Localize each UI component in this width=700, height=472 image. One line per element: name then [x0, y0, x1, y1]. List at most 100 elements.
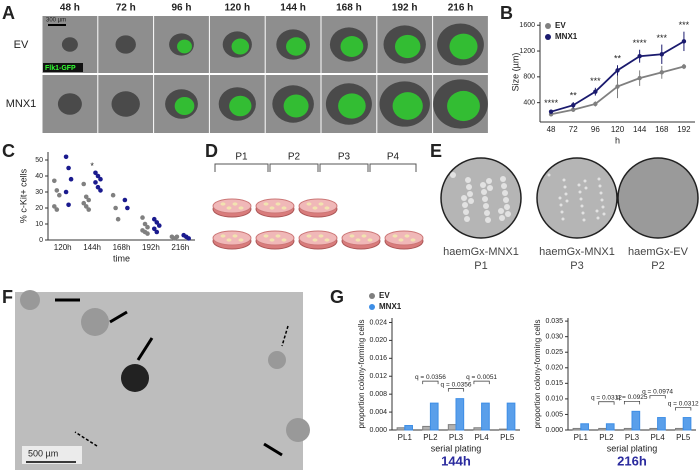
y-tick-label: 800: [523, 74, 535, 81]
colony-spot: [595, 209, 599, 213]
colony-spot: [487, 185, 493, 191]
annotation: q = 0.0051: [466, 374, 497, 381]
colony-spot: [563, 185, 567, 189]
x-tick-label: 144h: [83, 243, 101, 252]
gfp-signal: [338, 93, 366, 119]
colony-spot: [565, 199, 569, 203]
point: [142, 221, 148, 227]
x-tick-label: 168h: [113, 243, 131, 252]
legend-marker: [545, 34, 551, 40]
plate-label: P1: [474, 260, 487, 272]
colony: [220, 234, 226, 238]
chart-subtitle: 144h: [441, 453, 471, 468]
annotation: ***: [657, 33, 668, 43]
bar: [580, 423, 589, 431]
colony: [268, 351, 286, 369]
point: [154, 229, 160, 235]
colony-spot: [500, 176, 506, 182]
chart-subtitle: 216h: [617, 453, 647, 468]
bar: [506, 402, 516, 431]
colony: [367, 238, 373, 242]
passage-label: P1: [235, 152, 248, 163]
point: [637, 53, 642, 59]
point: [81, 181, 87, 187]
plate-label: haemGx-MNX1: [539, 246, 615, 258]
point: [637, 75, 642, 81]
point: [125, 205, 130, 211]
colony-spot: [596, 216, 600, 220]
x-tick-label: PL4: [650, 433, 665, 442]
arrow: [281, 325, 289, 347]
point: [659, 70, 664, 75]
colony-spot: [484, 210, 490, 216]
point: [156, 223, 162, 228]
colony: [269, 206, 275, 210]
point: [140, 215, 145, 220]
y-tick-label: 0.012: [369, 373, 387, 380]
point: [52, 178, 57, 184]
legend-label: MNX1: [555, 32, 578, 41]
gfp-signal: [229, 95, 252, 117]
bar: [657, 417, 666, 431]
legend-marker: [545, 23, 551, 29]
annotation: *: [90, 161, 94, 171]
scale-bar-label: 500 µm: [28, 448, 58, 458]
colony-spot: [498, 208, 504, 214]
x-tick-label: 96: [591, 125, 600, 134]
plate-label: haemGx-EV: [628, 246, 689, 258]
colony-spot: [450, 172, 456, 178]
colony-spot: [485, 217, 491, 223]
colony: [404, 234, 410, 238]
organoid: [61, 37, 78, 52]
annotation: ***: [679, 20, 690, 30]
x-tick-label: 48: [547, 125, 556, 134]
point: [93, 170, 98, 176]
bar: [429, 402, 439, 431]
point: [681, 39, 687, 44]
y-tick-label: 0.015: [545, 380, 563, 387]
bar: [598, 427, 607, 431]
point: [57, 192, 62, 198]
legend-marker: [369, 304, 375, 310]
bar: [682, 417, 692, 431]
dish-top: [384, 230, 424, 246]
column-header: 168 h: [336, 3, 362, 14]
colony: [20, 290, 40, 310]
x-tick-label: 144: [633, 125, 647, 134]
panel-letter: D: [205, 141, 218, 161]
column-header: 48 h: [60, 3, 80, 14]
x-tick-label: PL5: [676, 433, 691, 442]
row-label: MNX1: [6, 98, 37, 110]
colony-spot: [486, 178, 492, 184]
annotation: q = 0.0974: [642, 388, 673, 395]
colony-spot: [482, 196, 488, 202]
point: [115, 216, 121, 222]
bracket: [675, 407, 692, 411]
panel-letter: C: [2, 141, 15, 161]
colony-spot: [578, 190, 582, 194]
colony: [306, 234, 312, 238]
dish-top: [298, 230, 338, 246]
stain-label-bg: [43, 63, 83, 72]
annotation: q = 0.0312: [668, 400, 699, 407]
panel-letter: A: [2, 3, 15, 23]
column-header: 144 h: [280, 3, 306, 14]
panel-letter: B: [500, 3, 513, 23]
point: [66, 165, 71, 171]
y-tick-label: 0.000: [545, 427, 563, 434]
panel-letter: F: [2, 287, 13, 307]
arrow: [109, 310, 128, 324]
x-tick-label: PL5: [500, 433, 515, 442]
annotation: ****: [633, 38, 648, 48]
panel-letter: G: [330, 287, 344, 307]
x-axis-label: h: [615, 135, 620, 145]
bracket: [422, 380, 439, 385]
bar: [649, 427, 659, 431]
bracket: [447, 388, 465, 392]
point: [95, 173, 101, 179]
colony: [232, 202, 238, 206]
colony-spot: [465, 177, 471, 183]
y-tick-label: 0: [39, 237, 43, 244]
annotation: q = 0.0312: [591, 394, 622, 401]
x-tick-label: PL3: [625, 433, 640, 442]
